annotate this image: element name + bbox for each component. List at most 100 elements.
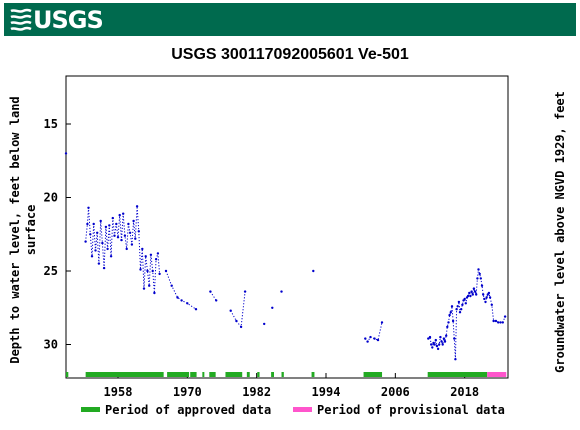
data-point (451, 319, 455, 323)
data-point (473, 290, 477, 293)
data-point (427, 337, 430, 340)
chart-title: USGS 300117092005601 Ve-501 (171, 46, 409, 63)
y-left-tick-label-3: 30 (44, 338, 58, 352)
data-point (476, 277, 479, 280)
data-point (447, 321, 450, 324)
data-point (148, 284, 151, 287)
approved-period-bar (271, 372, 274, 377)
data-point (164, 269, 168, 273)
data-point (125, 247, 128, 251)
data-point (151, 269, 154, 273)
data-point (89, 233, 92, 236)
data-point (122, 212, 125, 215)
data-point (106, 247, 109, 251)
data-segment-line (165, 270, 197, 310)
data-point (478, 272, 481, 276)
data-point (477, 268, 480, 271)
y-axis-left-label-line1: Depth to water level, feet below land (8, 96, 22, 363)
data-point (101, 241, 104, 245)
data-point (235, 319, 238, 323)
data-point (472, 287, 476, 290)
x-tick-label-1: 1970 (173, 385, 202, 399)
data-segment-line (85, 206, 161, 294)
legend-approved-label: Period of approved data (105, 403, 271, 417)
data-point (115, 222, 118, 226)
data-point (443, 340, 447, 343)
data-point (369, 335, 372, 339)
data-point (479, 277, 482, 280)
data-point (484, 300, 487, 304)
y-axis-right-label: Groundwater level above NGVD 1929, feet (553, 91, 567, 373)
x-tick-label-5: 2018 (450, 385, 479, 399)
data-point (142, 287, 146, 290)
data-point (176, 296, 179, 299)
data-point (454, 358, 457, 361)
data-point (102, 266, 106, 270)
data-point (469, 294, 472, 298)
data-point (441, 343, 444, 346)
data-point (445, 334, 448, 337)
data-segment-line (230, 291, 246, 329)
data-point (139, 268, 142, 271)
data-point (146, 269, 149, 273)
data-point (488, 296, 492, 299)
legend-provisional-swatch (293, 407, 312, 412)
data-point (449, 311, 452, 314)
data-point (483, 297, 486, 301)
data-point (494, 319, 498, 323)
data-point (137, 230, 140, 233)
data-point (170, 284, 173, 287)
approved-period-bar (246, 372, 250, 377)
x-tick-label-4: 2006 (381, 385, 410, 399)
data-point (144, 255, 147, 258)
data-segment-line (427, 269, 506, 360)
approved-period-bar (311, 372, 315, 377)
data-point (87, 206, 90, 209)
data-point (194, 308, 198, 311)
data-point (470, 290, 473, 293)
data-point (271, 306, 274, 309)
data-point (158, 272, 161, 276)
usgs-logo-text: USGS (33, 5, 104, 34)
data-point (439, 335, 442, 339)
data-point (442, 337, 446, 340)
data-point (141, 247, 144, 251)
data-point (430, 343, 433, 346)
provisional-period-bar (487, 372, 507, 377)
data-point (280, 290, 283, 293)
data-point (215, 299, 218, 302)
approved-period-bar (363, 372, 383, 377)
data-point (109, 255, 113, 258)
usgs-logo: USGS (10, 4, 104, 35)
data-point (120, 238, 123, 242)
y-left-tick-label-2: 25 (44, 264, 58, 278)
data-point (458, 311, 462, 314)
data-point (435, 344, 439, 348)
tick-layer: 1958197019821994200620181520253050−5−10 (44, 117, 480, 399)
data-point (463, 297, 466, 301)
plot-frame (65, 75, 509, 379)
data-point (127, 222, 130, 226)
data-point (450, 305, 454, 308)
data-point (428, 335, 432, 339)
approved-period-bar (257, 372, 260, 377)
approved-period-bar (85, 372, 164, 377)
data-point (364, 337, 367, 340)
data-point (453, 337, 456, 340)
data-point (99, 219, 102, 223)
data-point (497, 321, 500, 324)
data-point (130, 243, 134, 246)
data-point (503, 315, 507, 318)
usgs-wave-icon (10, 8, 32, 31)
data-point (433, 343, 436, 346)
data-point (128, 231, 132, 234)
data-point (108, 224, 111, 227)
y-left-tick-label-0: 15 (44, 117, 58, 131)
data-point (113, 234, 116, 237)
data-point (460, 308, 463, 311)
data-point (90, 255, 94, 258)
data-point (135, 205, 139, 208)
data-point (118, 213, 121, 217)
usgs-banner: USGS (4, 3, 576, 36)
